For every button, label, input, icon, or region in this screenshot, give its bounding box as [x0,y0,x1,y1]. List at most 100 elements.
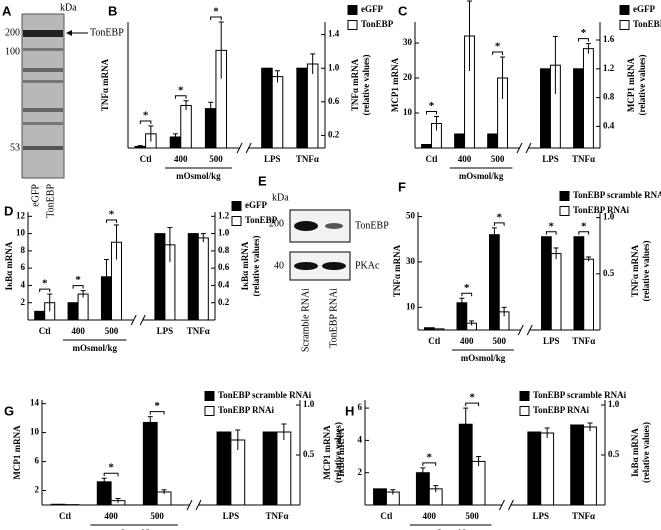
bar [421,144,433,149]
group-label: mOsmol/kg [73,343,118,353]
x-tick-label: LPS [264,154,281,164]
significance-bracket [39,288,51,293]
unit: kDa [272,192,289,203]
x-tick-label: 400 [458,154,472,164]
axis-break [525,142,532,154]
tick-label: 0.4 [218,280,230,290]
significance-label: * [154,400,160,412]
marker: 53 [10,142,20,153]
bar [424,327,435,331]
group-label: mOsmol/kg [459,171,504,181]
panel-letter: C [398,3,408,18]
x-tick-label: Ctl [59,511,71,521]
blot-e: E kDa 200 40 TonEBP PKAc Scramble RNAi T… [258,173,389,352]
y-axis-label: TNFα mRNA [392,244,402,297]
bar [262,431,278,506]
bar [373,488,387,506]
legend-label: TonEBP scramble RNAi [533,390,627,400]
panel-letter: A [2,3,12,18]
panel-letter: B [108,3,117,18]
x-tick-label: 500 [493,336,507,346]
legend-swatch [204,406,215,416]
x-tick-label: 500 [209,154,223,164]
y-axis-label: IκBα mRNA [4,241,14,290]
significance-bracket [545,231,557,235]
tick-label: 1.6 [603,34,615,44]
bar [550,253,562,331]
significance-label: * [427,451,433,463]
group-label: mOsmol/kg [112,528,157,530]
y2-axis-label: IκBα mRNA [240,241,250,290]
x-tick-label: TNFα [572,154,595,164]
axis-break [130,314,137,326]
tick-label: 1.0 [603,212,615,222]
significance-bracket [139,120,152,124]
band [322,262,346,270]
tick-label: 1.2 [218,210,230,220]
tick-label: 0.4 [603,120,615,130]
bar [306,63,319,149]
significance-label: * [178,84,184,96]
x-tick-label: TNFα [572,336,595,346]
significance-label: * [549,220,555,232]
bar [471,460,486,506]
tick-label: 0.5 [303,449,315,459]
legend-swatch [204,391,215,401]
group-label: mOsmol/kg [176,171,221,181]
significance-bracket [578,231,590,235]
tick-label: 50 [406,211,416,221]
significance-bracket [492,51,504,55]
marker: 200 [269,218,284,229]
bar [573,236,585,331]
tick-label: 2 [358,467,363,477]
y2-axis-label: (relative values) [637,54,647,115]
tick-label: 8 [21,245,26,255]
panel-letter: D [4,203,13,218]
legend-label: TonEBP [361,19,394,29]
significance-label: * [581,27,587,39]
group-label: mOsmol/kg [461,353,506,363]
significance-bracket [426,111,437,115]
band [294,262,318,270]
legend-swatch [231,216,242,226]
band [23,108,63,112]
bar [77,293,89,321]
band-label: TonEBP [355,220,389,231]
axis-break [507,499,514,511]
bar [583,258,594,331]
tick-label: 6 [35,456,40,466]
bar [487,133,499,149]
bar [154,233,166,321]
legend-label: TonEBP [633,19,661,29]
bar [142,421,158,506]
axis-break [498,499,505,511]
axis-break [245,142,252,154]
unit: kDa [60,2,77,13]
axis-break [236,142,243,154]
x-tick-label: Ctl [428,336,440,346]
bar [261,67,273,149]
y2-axis-label: IκBα mRNA [630,428,640,477]
x-tick-label: Ctl [380,511,392,521]
x-tick-label: LPS [223,511,240,521]
axis-break [195,499,202,511]
tick-label: 2 [21,297,26,307]
tick-label: 0.6 [218,262,230,272]
band [294,221,318,231]
x-tick-label: Ctl [39,326,51,336]
tick-label: 0.5 [608,449,620,459]
y2-axis-label: (relative values) [641,422,651,483]
tick-label: 6 [21,262,26,272]
significance-label: * [108,462,114,474]
panel-letter: F [398,179,406,194]
y2-axis-label: (relative values) [251,235,261,296]
significance-label: * [213,6,219,18]
tick-label: 2 [35,485,40,495]
bar [489,234,500,331]
bar [50,503,66,506]
x-tick-label: LPS [532,511,549,521]
blot [21,13,65,179]
x-tick-label: 400 [460,336,474,346]
tick-label: 1.0 [608,399,620,409]
legend-label: eGFP [361,4,383,14]
